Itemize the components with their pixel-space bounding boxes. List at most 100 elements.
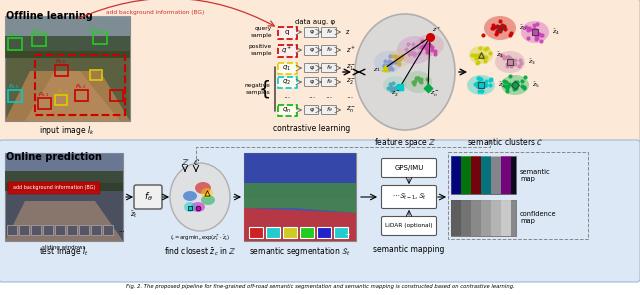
Point	[502, 64, 513, 68]
Ellipse shape	[467, 75, 495, 95]
Text: $\bar{z}_3$: $\bar{z}_3$	[528, 58, 536, 67]
Text: $f_\theta$: $f_\theta$	[326, 45, 332, 55]
Text: q: q	[285, 29, 289, 35]
Point	[506, 61, 516, 66]
Point	[423, 42, 433, 47]
Bar	[5, 36, 130, 58]
Point	[533, 32, 543, 37]
Point	[411, 76, 421, 81]
Bar	[461, 200, 471, 236]
Text: φ: φ	[309, 79, 314, 84]
Text: find closest $\bar{z}_c$ in $\mathbb{Z}$: find closest $\bar{z}_c$ in $\mathbb{Z}$	[164, 245, 236, 258]
Point	[476, 77, 486, 82]
Point	[388, 81, 399, 86]
Ellipse shape	[183, 191, 197, 201]
Text: contrastive learning: contrastive learning	[273, 124, 351, 133]
Point	[394, 54, 404, 59]
Point	[495, 29, 505, 33]
Text: φ: φ	[309, 47, 314, 53]
Text: sliding windows: sliding windows	[42, 245, 86, 250]
Text: ...: ...	[284, 91, 291, 101]
FancyBboxPatch shape	[305, 106, 319, 114]
Bar	[79, 225, 89, 235]
Point	[474, 53, 484, 57]
Point	[502, 84, 513, 89]
Bar	[19, 225, 29, 235]
Text: semantic clusters $\mathcal{C}$: semantic clusters $\mathcal{C}$	[467, 136, 543, 147]
Point	[481, 82, 492, 87]
Point	[474, 76, 484, 81]
Text: $z^+$: $z^+$	[346, 45, 356, 55]
Point	[510, 62, 520, 67]
Point	[510, 83, 520, 87]
Point	[485, 83, 495, 87]
Text: $f_\theta$: $f_\theta$	[326, 27, 332, 37]
Point	[531, 34, 541, 39]
Point	[415, 79, 426, 84]
Point	[479, 82, 490, 87]
Bar	[8, 38, 22, 50]
Point	[486, 26, 497, 31]
Bar	[103, 225, 113, 235]
Point	[423, 42, 433, 47]
Point	[412, 76, 422, 80]
Point	[193, 206, 203, 210]
Bar	[471, 156, 481, 194]
Text: $z^+$: $z^+$	[432, 25, 442, 34]
Point	[476, 88, 486, 93]
Bar	[90, 70, 102, 80]
Bar	[5, 16, 130, 121]
Point	[395, 85, 405, 89]
Point	[480, 55, 490, 59]
Point	[406, 50, 416, 55]
Bar	[91, 225, 101, 235]
FancyBboxPatch shape	[278, 27, 296, 39]
Text: {: {	[259, 79, 271, 99]
Ellipse shape	[374, 51, 402, 73]
Point	[523, 35, 533, 40]
Bar	[448, 152, 588, 239]
Bar	[317, 227, 331, 238]
Bar	[5, 153, 123, 183]
Text: $\bar{z}_5$: $\bar{z}_5$	[532, 81, 540, 90]
Ellipse shape	[201, 195, 215, 205]
Point	[529, 27, 540, 31]
Ellipse shape	[416, 34, 444, 56]
Text: $f_\theta$: $f_\theta$	[143, 191, 152, 203]
Point	[531, 29, 541, 34]
Text: $P_{k,1}$: $P_{k,1}$	[57, 88, 68, 96]
Polygon shape	[244, 183, 356, 213]
Point	[506, 64, 516, 68]
Point	[499, 79, 509, 83]
Point	[506, 57, 516, 61]
Point	[505, 32, 515, 37]
Point	[396, 55, 406, 60]
Point	[390, 58, 401, 63]
Point	[406, 51, 417, 55]
Ellipse shape	[495, 51, 525, 73]
Text: $z_1^-$: $z_1^-$	[346, 63, 356, 73]
Text: $f_\theta$: $f_\theta$	[326, 106, 332, 114]
Text: $f_\theta$: $f_\theta$	[326, 78, 332, 86]
Ellipse shape	[195, 182, 211, 194]
Point	[420, 43, 431, 48]
Text: semantic
map: semantic map	[520, 168, 550, 181]
FancyBboxPatch shape	[278, 76, 296, 88]
Point	[476, 52, 486, 56]
Point	[379, 63, 389, 68]
Point	[476, 53, 486, 57]
Point	[408, 80, 418, 85]
Point	[478, 33, 488, 38]
Text: ...: ...	[118, 227, 125, 233]
Point	[502, 62, 513, 67]
Point	[505, 57, 515, 61]
Point	[430, 49, 440, 53]
Point	[530, 30, 540, 34]
Point	[510, 85, 520, 89]
Point	[478, 53, 488, 58]
Text: add background information (BG): add background information (BG)	[13, 186, 95, 191]
Text: GPS/IMU: GPS/IMU	[394, 165, 424, 171]
Point	[477, 55, 488, 60]
Text: test image $I_t$: test image $I_t$	[39, 245, 89, 258]
Point	[533, 31, 543, 36]
